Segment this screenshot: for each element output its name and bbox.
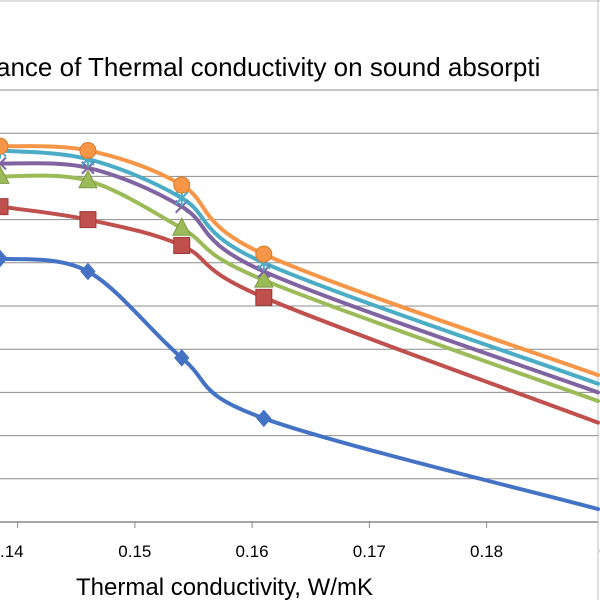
data-point-marker [0,249,8,268]
data-point-marker [173,237,191,255]
x-tick-label: 0.18 [470,542,503,561]
data-point-marker [0,156,7,171]
data-point-marker [78,169,98,189]
series-line-1 [0,256,600,512]
data-point-marker [253,269,274,288]
data-point-marker [255,288,273,306]
x-axis-label: Thermal conductivity, W/mK [76,574,373,600]
data-point-marker [79,211,97,229]
x-tick-labels: .140.150.160.170.180 [0,522,600,561]
data-point-marker [79,141,97,159]
data-point-marker [173,176,191,194]
x-tick-label: 0.17 [353,542,386,561]
data-point-marker [256,409,272,428]
x-tick-label: 0.15 [118,542,151,561]
data-point-marker [80,262,96,281]
series-line-4 [0,161,600,395]
series-lines [0,144,600,512]
series-line-3 [0,173,600,404]
x-tick-label: .14 [0,542,24,561]
chart-title: ance of Thermal conductivity on sound ab… [0,52,540,82]
gridlines [0,89,598,523]
data-point-marker [0,165,10,184]
data-point-marker [171,217,192,236]
series-line-5 [0,148,600,386]
series-line-6 [0,144,600,378]
data-point-marker [0,198,9,216]
series-markers [0,137,274,428]
data-point-marker [255,245,273,263]
series-line-2 [0,204,600,425]
x-tick-label: 0.16 [236,542,269,561]
data-point-marker [0,137,9,155]
data-point-marker [174,349,190,367]
